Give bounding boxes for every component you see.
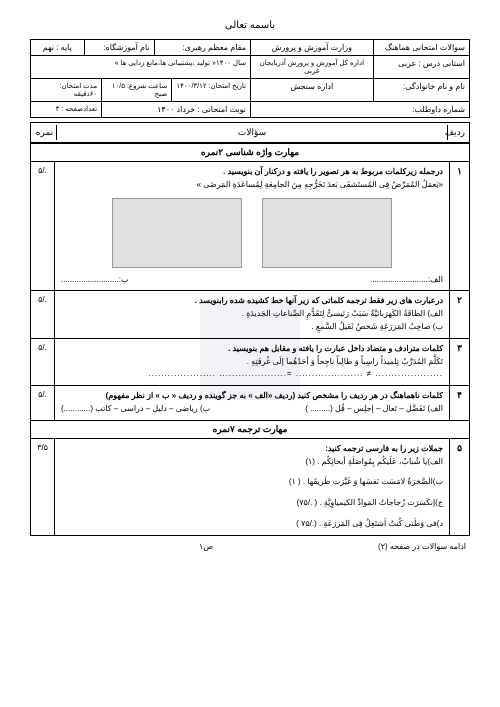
hdr-time: ساعت شروع: ۱۰/۵ صبح <box>101 79 171 101</box>
col-nomre: نمره <box>33 125 57 140</box>
q3-score: ./۵ <box>31 339 55 385</box>
hdr-date: تاریخ امتحان: ۱۴۰۰/۳/۱۲ <box>171 79 250 101</box>
skill-translate: مهارت ترجمه ۷نمره <box>30 421 470 439</box>
col-radif: ردیف <box>447 125 467 140</box>
q4-score: ./۵ <box>31 386 55 420</box>
hdr-term: نوبت امتحانی : خرداد ۱۴۰۰ <box>101 102 250 117</box>
question-1: ۱ درجمله زیرکلمات مربوط به هر تصویر را ی… <box>30 162 470 291</box>
title-row: ردیف سؤالات نمره <box>30 122 470 143</box>
col-soalat: سؤالات <box>57 125 447 140</box>
q5-num: ۵ <box>449 439 469 535</box>
q3-num: ۳ <box>449 339 469 385</box>
skill-vocab: مهارت واژه شناسی ۲نمره <box>30 143 470 162</box>
q1-score: ./۵ <box>31 162 55 290</box>
q5-c: ج)إنکَسَرَت زُجاجاتُ المَوادِّ الکیمیاوِ… <box>61 497 443 510</box>
page-footer: ادامه سوالات در صفحه (۲) ص۱ <box>30 540 470 553</box>
q2-text: درعبارت های زیر فقط ترجمه کلماتی که زیر … <box>61 295 443 308</box>
hdr-name: نام و نام خانوادگی: <box>373 79 469 101</box>
hdr-subject: استانی درس : عربی <box>373 56 469 78</box>
hdr-leader: مقام معظم رهبری: <box>154 40 250 55</box>
hdr-school: نام آموزشگاه: <box>84 40 154 55</box>
q3-text: کلمات مترادف و متضاد داخل عبارت را یافته… <box>61 343 443 356</box>
q1-alef: الف:.......................... <box>370 274 443 287</box>
q1-image-building <box>112 198 242 268</box>
hdr-candidate: شماره داوطلب: <box>250 102 469 117</box>
q4-b: ب) ریاضی – دلیل – دراسی – کاتب (........… <box>61 403 210 416</box>
question-2: ۲ درعبارت های زیر فقط ترجمه کلماتی که زی… <box>30 291 470 338</box>
q1-num: ۱ <box>449 162 469 290</box>
q5-a: الف)یا شُبابُ، عَلَیکُم بِمُواصَلَةِ أبح… <box>61 456 443 469</box>
q1-arabic: «یَعمَلُ المُمَرِّضُ فِی المُستَشفَی بَع… <box>61 179 443 192</box>
q1-image-hospital <box>262 198 392 268</box>
question-5: ۵ جملات زیر را به فارسی ترجمه کنید: الف)… <box>30 439 470 536</box>
q3-arabic: تَکَلَّمَ المُدَرِّبُ تِلمیذاً راسِباً و… <box>61 356 443 369</box>
hdr-assess: اداره سنجش <box>250 79 373 101</box>
q5-score: ۳/۵ <box>31 439 55 535</box>
q4-text: کلمات ناهماهنگ در هر ردیف را مشخص کنید (… <box>61 390 443 403</box>
question-4: ۴ کلمات ناهماهنگ در هر ردیف را مشخص کنید… <box>30 386 470 421</box>
q2-score: ./۵ <box>31 291 55 337</box>
hdr-duration: مدت امتحان: ۶۰دقیقه <box>31 79 101 101</box>
exam-header: سوالات امتحانی هماهنگ وزارت آموزش و پرور… <box>30 39 470 118</box>
footer-center: ص۱ <box>199 542 213 551</box>
q5-text: جملات زیر را به فارسی ترجمه کنید: <box>61 443 443 456</box>
hdr-year-motto: سال ۱۴۰۰« تولید ،پشتیبانی ها،مانع زدایی … <box>31 56 250 78</box>
q3-ans: ..................... ≠ ................… <box>61 368 443 381</box>
question-3: ۳ کلمات مترادف و متضاد داخل عبارت را یاف… <box>30 339 470 386</box>
q4-num: ۴ <box>449 386 469 420</box>
hdr-grade: پایه : نهم <box>31 40 84 55</box>
hdr-ministry: وزارت آموزش و پرورش <box>250 40 373 55</box>
q2-b: ب) صاحِبُ المَزرَعَةِ شَخصٌ ثَقیلُ السَّ… <box>61 321 443 334</box>
q1-text: درجمله زیرکلمات مربوط به هر تصویر را یاف… <box>61 166 443 179</box>
hdr-pages: تعدادصفحه : ۳ <box>31 102 101 117</box>
hdr-exam-type: سوالات امتحانی هماهنگ <box>373 40 469 55</box>
bismillah: باسمه تعالی <box>30 20 470 31</box>
q2-a: الف) الطاقَةُ الکَهرَبائیَّةُ سَبَبٌ رَئ… <box>61 308 443 321</box>
q1-beh: ب:.......................... <box>61 274 129 287</box>
q5-b: ب)الصَّخرَةُ لامَسَت نَفسَها وَ غَیَّرَت… <box>61 476 443 489</box>
q2-num: ۲ <box>449 291 469 337</box>
hdr-dept: اداره کل آموزش و پرورش آذربایجان غربی <box>250 56 373 78</box>
footer-left: ادامه سوالات در صفحه (۲) <box>378 542 466 551</box>
q4-a: الف) تَفَضَّل – تَعال – إجلِس – قُل (...… <box>305 403 443 416</box>
q5-d: د)فی وَطَنی کُنتُ اَشتَغِلُ فِی المَزرَع… <box>61 518 443 531</box>
